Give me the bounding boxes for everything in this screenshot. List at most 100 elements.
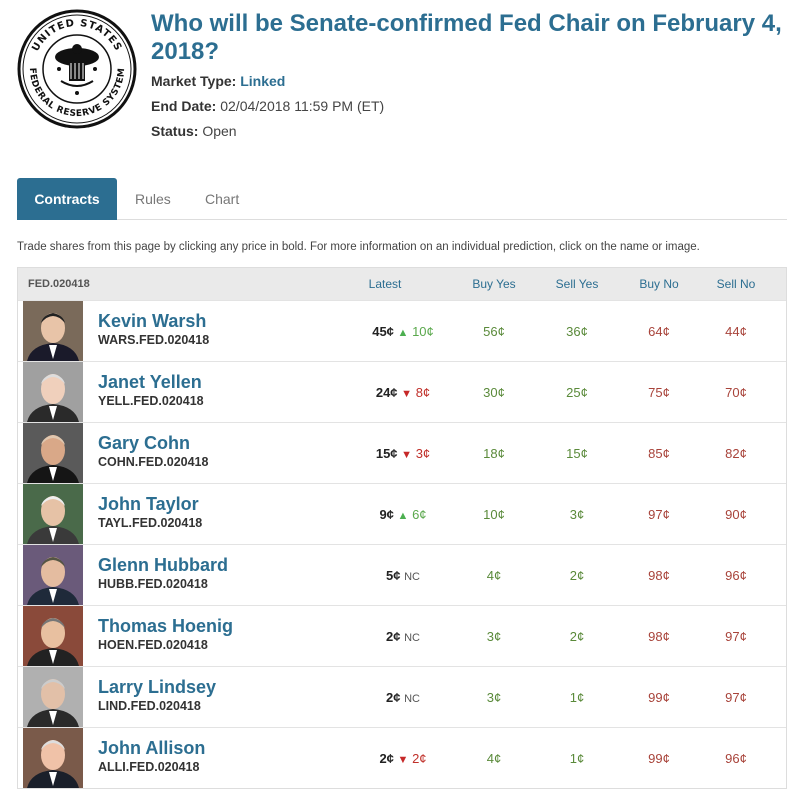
buy-no-price[interactable]: 97¢ [648,507,670,522]
buy-no-price[interactable]: 98¢ [648,568,670,583]
header-latest: Latest [368,277,402,291]
federal-reserve-seal-logo: UNITED STATES FEDERAL RESERVE SYSTEM [17,9,137,129]
price-change: NC [404,571,420,583]
sell-no-price[interactable]: 97¢ [725,690,747,705]
sell-no-price[interactable]: 96¢ [725,568,747,583]
contract-code: HOEN.FED.020418 [98,638,208,652]
sell-no-price[interactable]: 90¢ [725,507,747,522]
contract-name[interactable]: Larry Lindsey [98,677,217,697]
tab-rules[interactable]: Rules [135,191,171,207]
table-row: Thomas Hoenig HOEN.FED.020418 2¢ NC 3¢ 2… [18,605,786,666]
info-text: Trade shares from this page by clicking … [17,241,700,253]
sell-yes-price[interactable]: 2¢ [569,568,585,583]
contracts-table: FED.020418 Latest Buy Yes Sell Yes Buy N… [17,267,787,789]
contract-photo[interactable] [23,606,83,666]
buy-yes-price[interactable]: 56¢ [483,324,505,339]
end-date: End Date: 02/04/2018 11:59 PM (ET) [151,98,384,114]
contract-name[interactable]: Thomas Hoenig [98,616,234,636]
buy-no-price[interactable]: 98¢ [648,629,670,644]
contract-code: COHN.FED.020418 [98,455,209,469]
latest-price: 2¢ NC [338,606,468,669]
contract-photo[interactable] [23,362,83,422]
status-value: Open [202,123,237,139]
buy-yes-price[interactable]: 4¢ [486,751,502,766]
sell-yes-price[interactable]: 1¢ [569,751,585,766]
contract-photo[interactable] [23,545,83,605]
contract-name[interactable]: Glenn Hubbard [98,555,228,575]
arrow-down-icon: ▼ [401,449,413,461]
table-row: John Allison ALLI.FED.020418 2¢ ▼ 2¢ 4¢ … [18,727,786,788]
table-row: Larry Lindsey LIND.FED.020418 2¢ NC 3¢ 1… [18,666,786,727]
contract-name[interactable]: Gary Cohn [98,433,191,453]
table-row: Glenn Hubbard HUBB.FED.020418 5¢ NC 4¢ 2… [18,544,786,605]
price-change: 8¢ [415,385,431,400]
tab-contracts[interactable]: Contracts [17,178,117,220]
sell-yes-price[interactable]: 2¢ [569,629,585,644]
latest-price: 5¢ NC [338,545,468,608]
table-row: John Taylor TAYL.FED.020418 9¢ ▲ 6¢ 10¢ … [18,483,786,544]
buy-no-price[interactable]: 75¢ [648,385,670,400]
sell-yes-price[interactable]: 3¢ [569,507,585,522]
latest-value: 15¢ [375,446,398,461]
buy-no-price[interactable]: 99¢ [648,690,670,705]
sell-yes-price[interactable]: 36¢ [566,324,588,339]
latest-price: 2¢ NC [338,667,468,730]
contract-name[interactable]: Janet Yellen [98,372,202,392]
table-row: Gary Cohn COHN.FED.020418 15¢ ▼ 3¢ 18¢ 1… [18,422,786,483]
sell-yes-price[interactable]: 15¢ [566,446,588,461]
latest-price: 15¢ ▼ 3¢ [338,423,468,486]
sell-no-price[interactable]: 82¢ [725,446,747,461]
price-change: 3¢ [415,446,431,461]
arrow-down-icon: ▼ [397,754,409,766]
latest-price: 24¢ ▼ 8¢ [338,362,468,425]
contract-code: YELL.FED.020418 [98,394,204,408]
contract-name[interactable]: John Allison [98,738,206,758]
sell-no-price[interactable]: 96¢ [725,751,747,766]
contract-name[interactable]: John Taylor [98,494,199,514]
buy-yes-price[interactable]: 30¢ [483,385,505,400]
sell-no-price[interactable]: 44¢ [725,324,747,339]
sell-yes-price[interactable]: 1¢ [569,690,585,705]
arrow-down-icon: ▼ [401,388,413,400]
contract-code: LIND.FED.020418 [98,699,201,713]
contract-photo[interactable] [23,667,83,727]
buy-yes-price[interactable]: 3¢ [486,690,502,705]
latest-value: 5¢ [386,568,401,583]
latest-value: 45¢ [372,324,394,339]
contract-photo[interactable] [23,728,83,788]
table-row: Janet Yellen YELL.FED.020418 24¢ ▼ 8¢ 30… [18,361,786,422]
status-label: Status: [151,123,199,139]
contract-code: TAYL.FED.020418 [98,516,203,530]
market-type: Market Type: Linked [151,73,285,89]
buy-yes-price[interactable]: 4¢ [486,568,502,583]
end-date-label: End Date: [151,98,217,114]
sell-yes-price[interactable]: 25¢ [566,385,588,400]
latest-price: 2¢ ▼ 2¢ [338,728,468,791]
latest-value: 9¢ [379,507,394,522]
contract-photo[interactable] [23,423,83,483]
header-sell-no: Sell No [716,277,756,291]
buy-no-price[interactable]: 85¢ [648,446,670,461]
tab-chart[interactable]: Chart [205,191,240,207]
buy-yes-price[interactable]: 18¢ [483,446,505,461]
sell-no-price[interactable]: 70¢ [725,385,747,400]
latest-price: 9¢ ▲ 6¢ [338,484,468,547]
market-type-label: Market Type: [151,73,237,89]
table-body: Kevin Warsh WARS.FED.020418 45¢ ▲ 10¢ 56… [18,300,786,788]
contract-photo[interactable] [23,301,83,361]
status: Status: Open [151,123,237,139]
buy-yes-price[interactable]: 10¢ [483,507,505,522]
price-change: 10¢ [412,324,434,339]
header-buy-yes: Buy Yes [472,277,516,291]
buy-no-price[interactable]: 64¢ [648,324,670,339]
price-change: NC [404,693,420,705]
market-type-link[interactable]: Linked [240,73,286,89]
buy-yes-price[interactable]: 3¢ [486,629,502,644]
contract-code: ALLI.FED.020418 [98,760,200,774]
contract-name[interactable]: Kevin Warsh [98,311,207,331]
buy-no-price[interactable]: 99¢ [648,751,670,766]
sell-no-price[interactable]: 97¢ [725,629,747,644]
market-id: FED.020418 [28,278,90,290]
price-change: 2¢ [412,751,427,766]
contract-photo[interactable] [23,484,83,544]
